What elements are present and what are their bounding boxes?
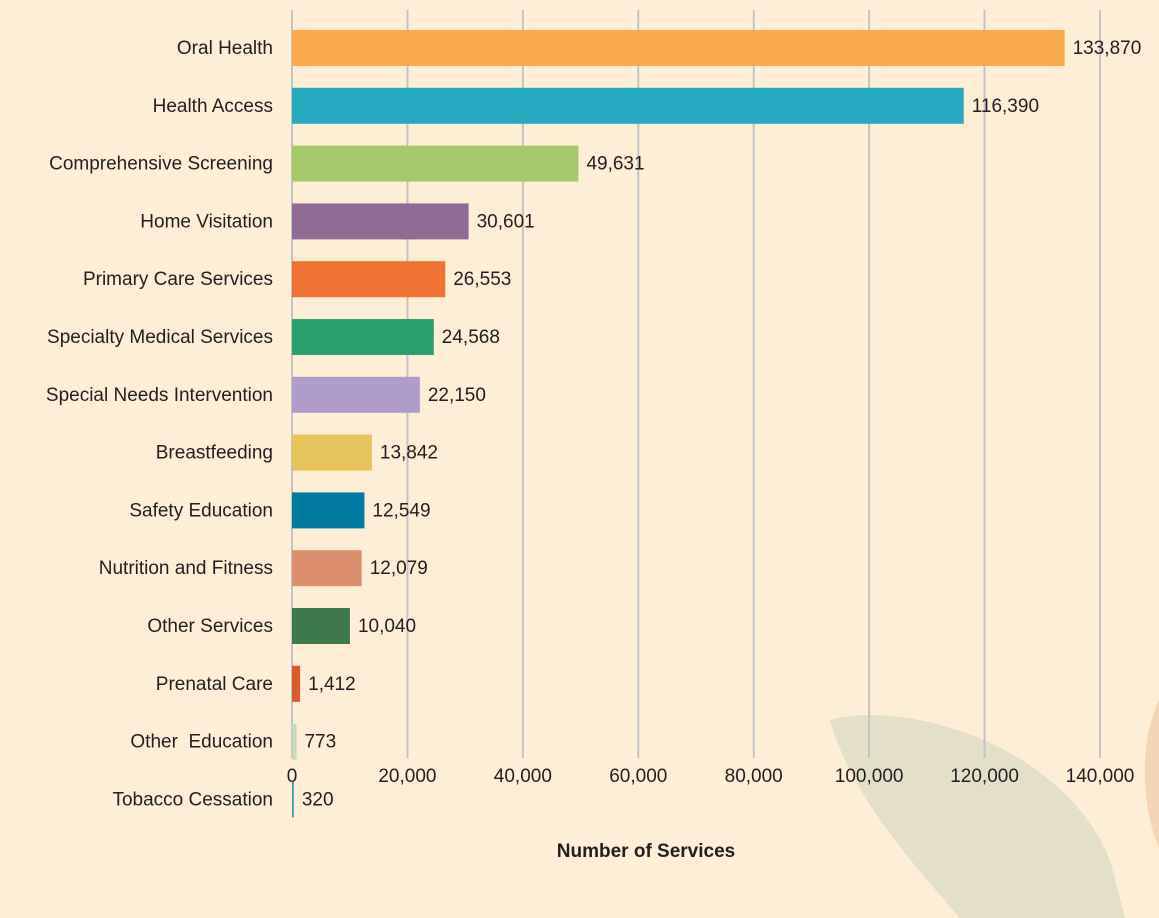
y-tick-label: Other Services bbox=[147, 616, 273, 637]
value-label: 24,568 bbox=[442, 327, 500, 348]
value-label: 13,842 bbox=[380, 443, 438, 464]
x-tick-label: 40,000 bbox=[494, 766, 552, 787]
x-tick-label: 100,000 bbox=[835, 766, 904, 787]
y-tick-label: Specialty Medical Services bbox=[47, 327, 273, 348]
y-tick-label: Special Needs Intervention bbox=[46, 385, 273, 406]
x-tick-label: 140,000 bbox=[1066, 766, 1135, 787]
value-label: 12,549 bbox=[372, 500, 430, 521]
x-tick-label: 0 bbox=[287, 766, 298, 787]
y-tick-label: Nutrition and Fitness bbox=[99, 558, 273, 579]
bar bbox=[292, 261, 446, 298]
bar bbox=[292, 434, 372, 471]
value-label: 10,040 bbox=[358, 616, 416, 637]
y-tick-label: Oral Health bbox=[177, 38, 273, 59]
y-tick-label: Tobacco Cessation bbox=[112, 789, 273, 810]
bar bbox=[292, 550, 362, 587]
value-label: 22,150 bbox=[428, 385, 486, 406]
y-tick-label: Breastfeeding bbox=[156, 443, 273, 464]
y-tick-label: Primary Care Services bbox=[83, 269, 273, 290]
bar bbox=[292, 723, 297, 760]
bar bbox=[292, 319, 434, 355]
value-label: 320 bbox=[302, 789, 334, 810]
leaf-decoration bbox=[1144, 700, 1159, 850]
bar bbox=[292, 30, 1065, 66]
bar bbox=[292, 203, 469, 240]
value-label: 49,631 bbox=[586, 154, 644, 175]
x-tick-label: 60,000 bbox=[609, 766, 667, 787]
value-label: 773 bbox=[304, 732, 336, 753]
value-label: 26,553 bbox=[453, 269, 511, 290]
value-label: 30,601 bbox=[477, 211, 535, 232]
x-tick-label: 80,000 bbox=[725, 766, 783, 787]
y-tick-label: Other Education bbox=[130, 732, 273, 753]
y-tick-label: Home Visitation bbox=[140, 211, 273, 232]
value-label: 133,870 bbox=[1073, 38, 1142, 59]
value-label: 1,412 bbox=[308, 674, 356, 695]
y-tick-label: Health Access bbox=[153, 96, 273, 117]
value-label: 12,079 bbox=[370, 558, 428, 579]
bar bbox=[292, 145, 579, 182]
bar bbox=[292, 376, 420, 413]
x-tick-label: 20,000 bbox=[378, 766, 436, 787]
x-axis-title: Number of Services bbox=[557, 841, 735, 862]
bar bbox=[292, 665, 301, 702]
y-tick-label: Safety Education bbox=[129, 500, 273, 521]
leaf-decoration bbox=[830, 715, 1125, 918]
bar bbox=[292, 492, 365, 529]
y-tick-label: Prenatal Care bbox=[156, 674, 273, 695]
value-label: 116,390 bbox=[972, 96, 1039, 117]
bar bbox=[292, 608, 350, 644]
bar bbox=[292, 87, 964, 124]
bar bbox=[292, 781, 294, 818]
y-tick-label: Comprehensive Screening bbox=[49, 154, 273, 175]
x-tick-label: 120,000 bbox=[950, 766, 1019, 787]
